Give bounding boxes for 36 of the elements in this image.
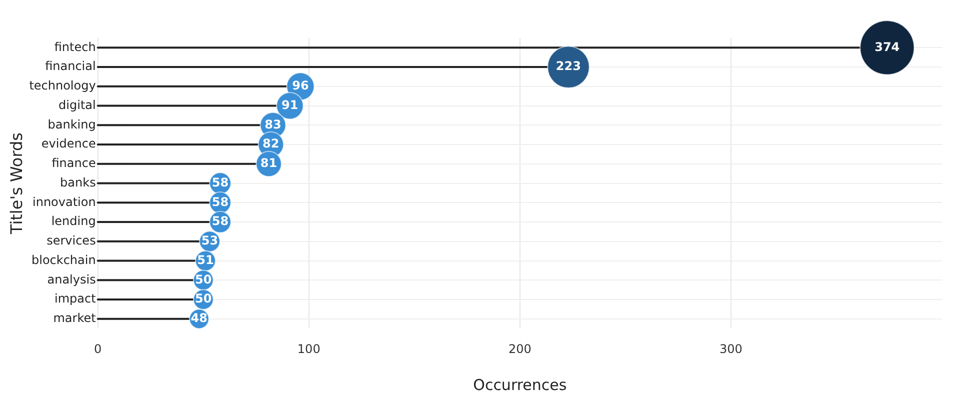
y-tick-label: finance — [52, 156, 96, 170]
y-tick-label: technology — [29, 78, 96, 93]
y-tick-label: services — [46, 234, 96, 248]
y-tick-label: banks — [60, 175, 96, 190]
data-label: 81 — [260, 156, 278, 170]
y-tick-label: digital — [58, 98, 96, 112]
data-label: 374 — [874, 40, 900, 54]
data-label: 53 — [201, 234, 218, 248]
x-tick-label: 200 — [508, 342, 532, 356]
data-label: 91 — [282, 98, 298, 112]
data-label: 58 — [212, 194, 229, 209]
y-tick-label: impact — [54, 292, 96, 306]
y-tick-label: evidence — [41, 136, 96, 151]
x-tick-label: 100 — [297, 342, 320, 356]
y-tick-label: market — [53, 311, 96, 326]
data-label: 58 — [212, 175, 229, 190]
x-tick-label: 0 — [94, 342, 102, 356]
y-tick-label: analysis — [47, 272, 96, 286]
data-label: 51 — [197, 252, 214, 267]
data-label: 50 — [195, 272, 212, 286]
y-tick-label: banking — [48, 117, 96, 132]
data-label: 83 — [264, 117, 282, 132]
y-axis-title: Title's Words — [6, 132, 26, 236]
data-label: 82 — [262, 136, 280, 151]
y-tick-label: innovation — [32, 194, 96, 209]
data-label: 50 — [195, 292, 212, 306]
x-tick-label: 300 — [720, 342, 742, 356]
y-tick-label: financial — [45, 59, 96, 74]
y-tick-label: fintech — [54, 40, 96, 54]
data-label: 223 — [556, 59, 581, 74]
x-axis-title: Occurrences — [473, 376, 567, 394]
data-label: 48 — [190, 311, 208, 326]
y-tick-label: lending — [51, 214, 96, 228]
y-tick-label: blockchain — [31, 252, 96, 267]
data-label: 96 — [292, 78, 309, 93]
data-label: 58 — [212, 214, 229, 228]
